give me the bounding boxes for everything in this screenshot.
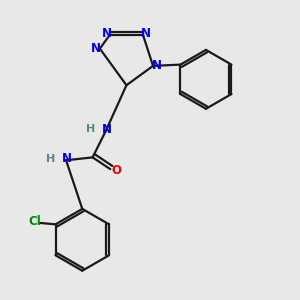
- Text: N: N: [152, 59, 162, 72]
- Text: N: N: [101, 27, 112, 40]
- Text: O: O: [112, 164, 122, 177]
- Text: Cl: Cl: [28, 215, 41, 228]
- Text: H: H: [86, 124, 95, 134]
- Text: N: N: [62, 152, 72, 165]
- Text: N: N: [102, 123, 112, 136]
- Text: N: N: [91, 42, 101, 55]
- Text: N: N: [141, 27, 151, 40]
- Text: H: H: [46, 154, 56, 164]
